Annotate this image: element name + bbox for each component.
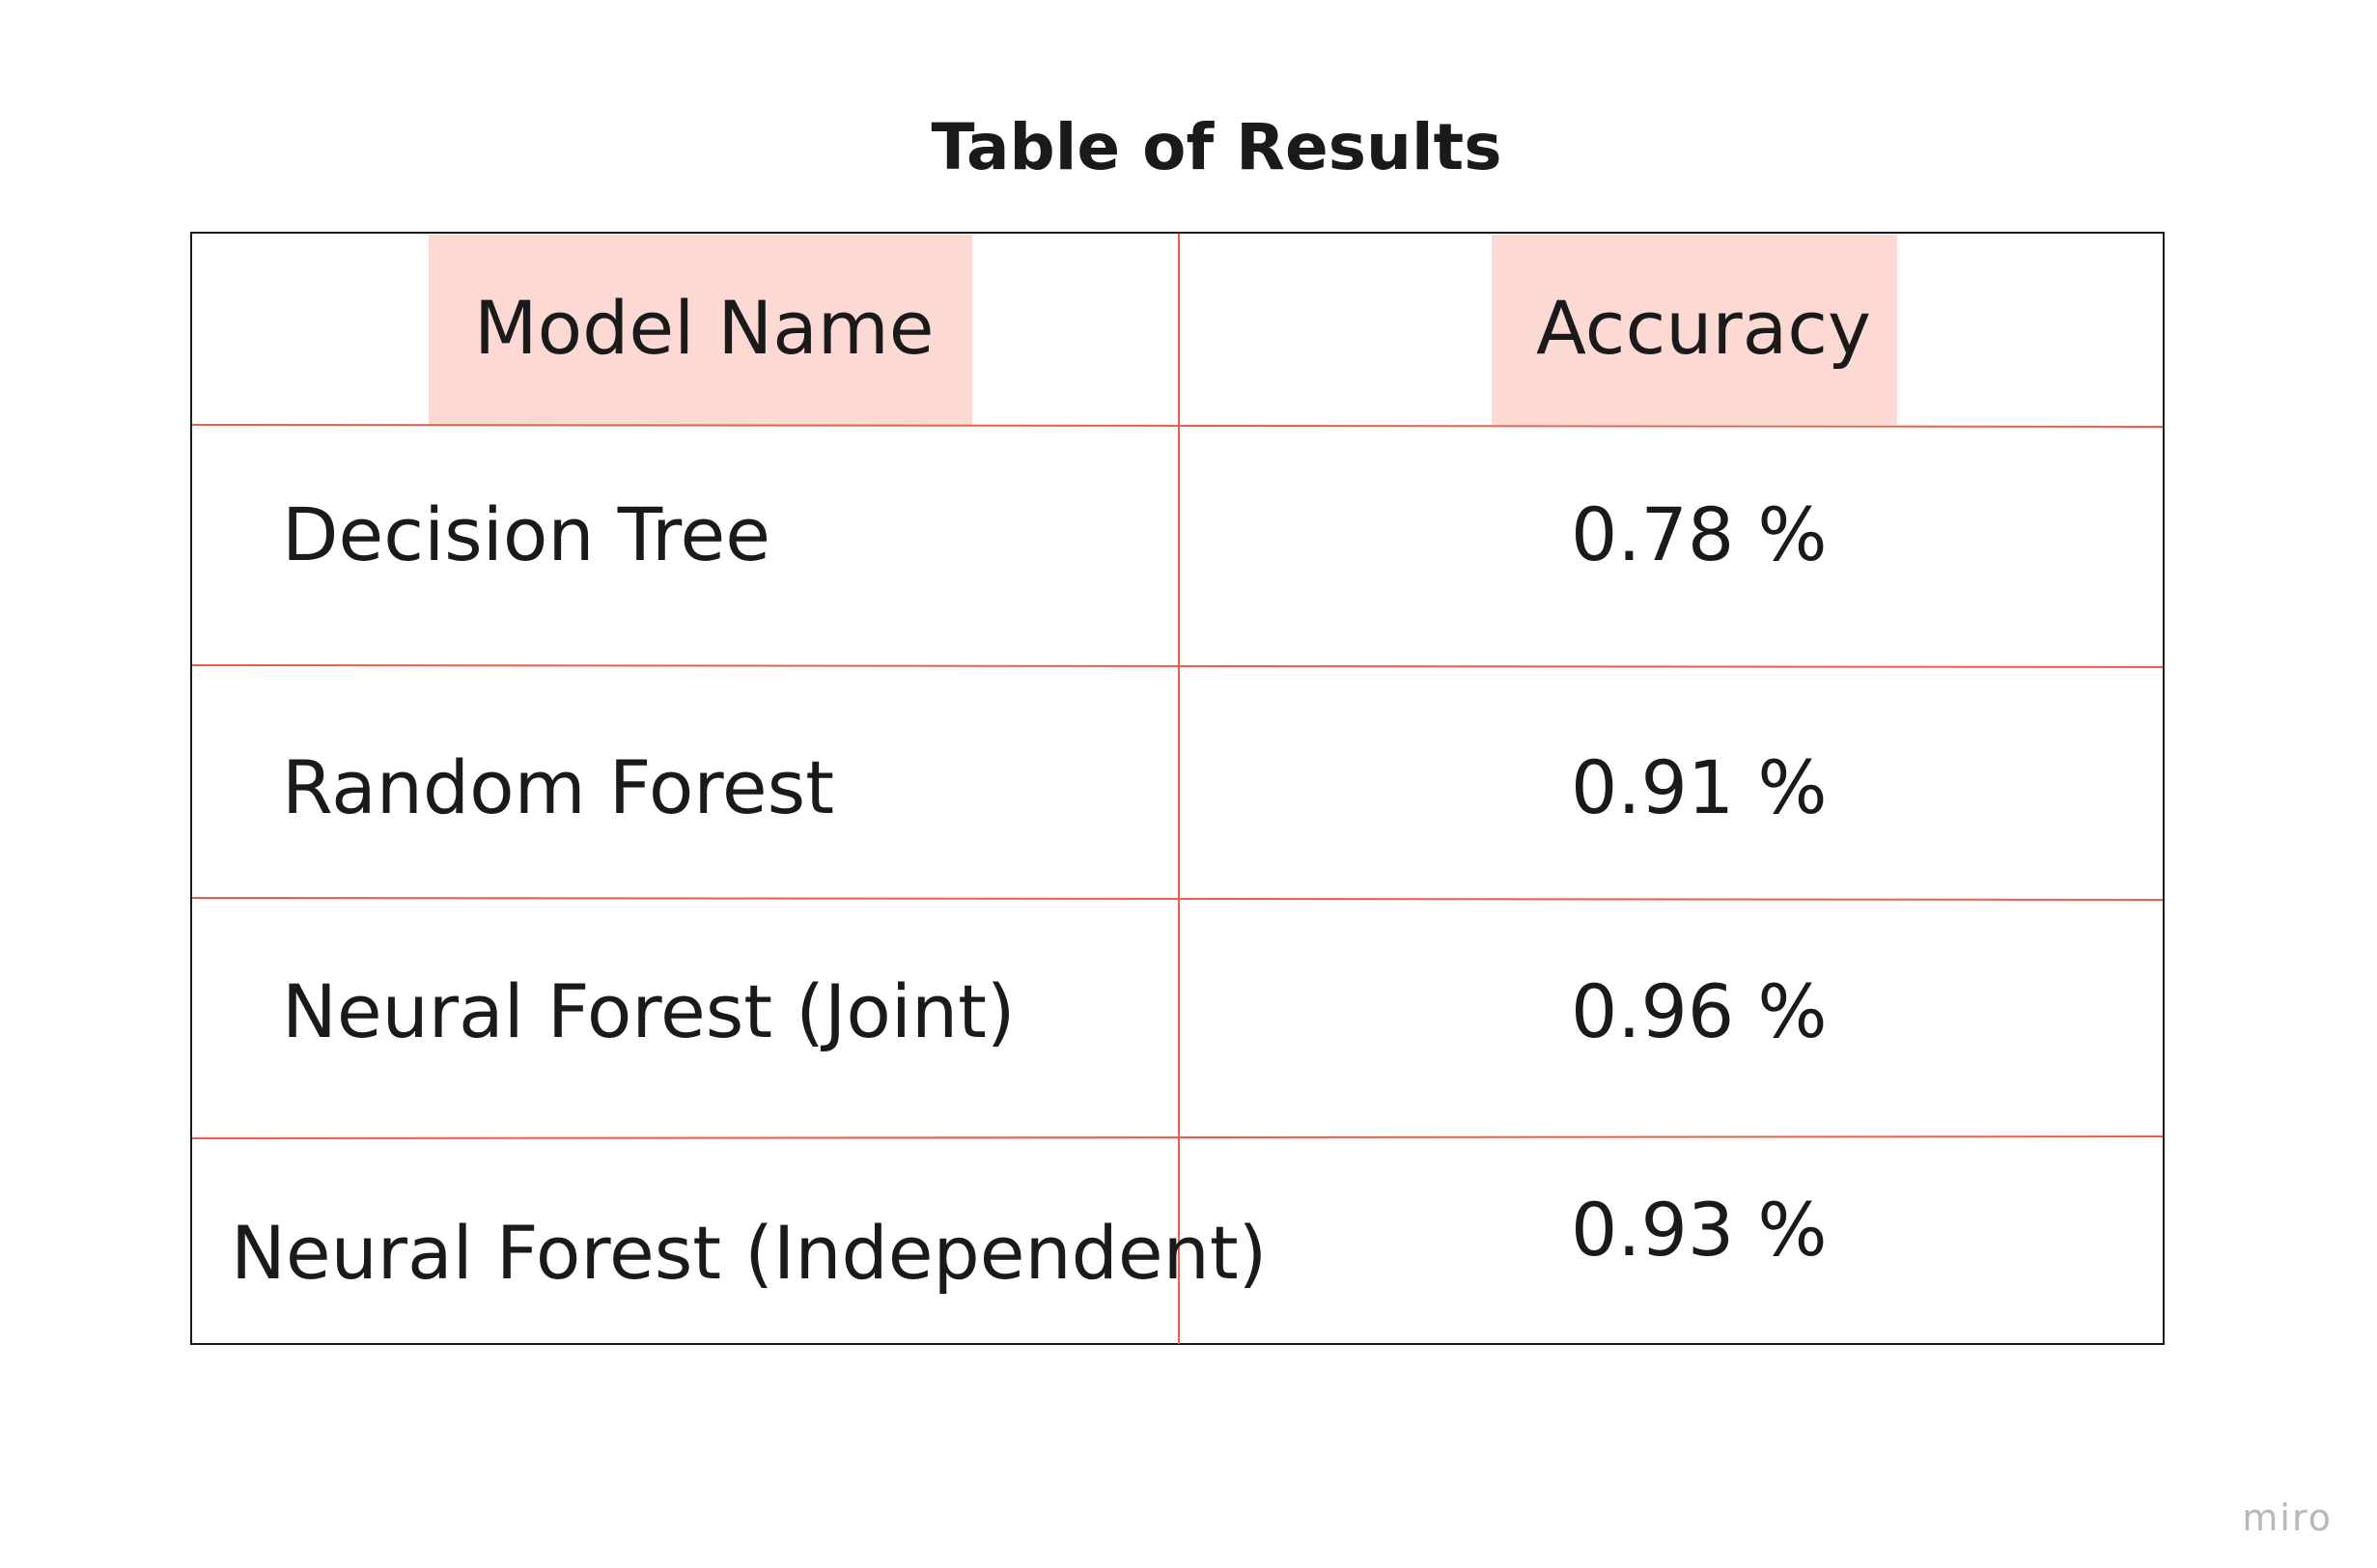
row-divider-header: [191, 424, 2164, 428]
table-row-accuracy: 0.96 %: [1571, 968, 1828, 1054]
table-row-accuracy: 0.91 %: [1571, 744, 1828, 830]
results-table: Model Name Accuracy Decision Tree 0.78 %…: [190, 232, 2165, 1345]
header-highlight-accuracy: [1492, 235, 1897, 425]
table-row-model: Decision Tree: [282, 491, 771, 577]
table-row-accuracy: 0.78 %: [1571, 491, 1828, 577]
row-divider-3: [191, 1135, 2164, 1139]
table-row-model: Neural Forest (Joint): [282, 968, 1016, 1054]
header-model-name: Model Name: [474, 285, 935, 371]
table-row-model: Random Forest: [282, 744, 835, 830]
row-divider-2: [191, 897, 2164, 901]
page-title: Table of Results: [931, 110, 1502, 184]
header-accuracy: Accuracy: [1536, 285, 1871, 371]
table-outer-border: [190, 232, 2165, 1345]
header-highlight-model: [429, 235, 972, 425]
miro-watermark: miro: [2242, 1497, 2333, 1539]
table-row-accuracy: 0.93 %: [1571, 1187, 1828, 1273]
table-grid: [190, 232, 2165, 1345]
row-divider-1: [191, 664, 2164, 668]
table-row-model: Neural Forest (Independent): [231, 1210, 1268, 1296]
